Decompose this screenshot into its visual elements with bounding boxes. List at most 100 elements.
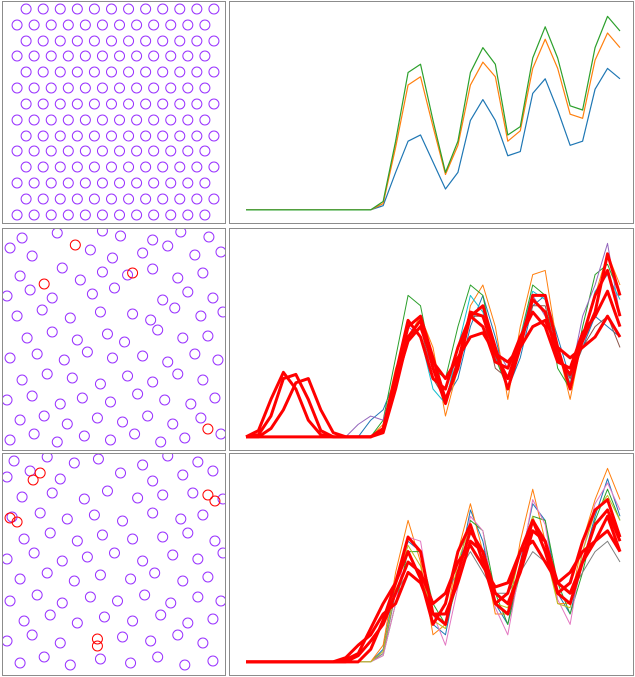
point [38,278,50,290]
point [114,50,126,62]
point [44,527,56,539]
point [140,193,152,205]
point [112,595,124,607]
point [24,284,36,296]
point [217,493,226,505]
point [137,459,149,471]
point [45,177,57,189]
point [114,177,126,189]
point [104,434,116,446]
point [96,177,108,189]
point [104,396,116,408]
point [182,209,194,221]
point [182,286,194,298]
point [199,50,211,62]
point [11,209,23,221]
point [148,114,160,126]
point [182,145,194,157]
point [62,145,74,157]
point [199,19,211,31]
point [76,392,88,404]
point [157,3,169,15]
point [148,82,160,94]
point [4,512,16,524]
point [157,35,169,47]
point [208,3,220,15]
point [189,348,201,360]
point [11,516,23,528]
point [96,50,108,62]
point [208,130,220,142]
point [11,145,23,157]
point [54,193,66,205]
point [123,161,135,173]
point [34,507,46,519]
point [31,348,43,360]
point [37,35,49,47]
point [142,410,154,422]
point [4,595,16,607]
series-line [245,252,622,439]
point [165,597,177,609]
point [157,193,169,205]
point [62,114,74,126]
point [145,635,157,647]
point [79,209,91,221]
point [208,35,220,47]
point [155,436,167,448]
point [71,98,83,110]
point [182,177,194,189]
point [79,145,91,157]
point [132,388,144,400]
point [157,66,169,78]
point [182,19,194,31]
point [125,657,137,669]
point [117,631,129,643]
series-line [246,289,622,439]
point [177,575,189,587]
point [159,394,171,406]
point [54,398,66,410]
point [182,114,194,126]
point [123,66,135,78]
point [66,372,78,384]
point [26,390,38,402]
point [177,332,189,344]
point [174,35,186,47]
point [131,82,143,94]
point [79,50,91,62]
point [187,487,199,499]
panel-frame [229,453,634,676]
point [207,613,219,625]
point [11,50,23,62]
point [115,230,127,242]
point [45,19,57,31]
point [37,130,49,142]
series-line [246,467,621,663]
point [191,98,203,110]
series-line [246,15,621,211]
point [38,651,50,663]
panel-frame [2,453,226,676]
point [182,50,194,62]
point [68,575,80,587]
point [62,177,74,189]
point [101,328,113,340]
point [165,114,177,126]
point [189,249,201,261]
point [20,193,32,205]
point [20,130,32,142]
point [78,430,90,442]
point [105,98,117,110]
point [28,114,40,126]
point [157,531,169,543]
point [28,50,40,62]
point [132,492,144,504]
point [54,161,66,173]
point [147,234,159,246]
point [36,304,48,316]
point [212,354,224,366]
point [46,326,58,338]
point [147,376,159,388]
